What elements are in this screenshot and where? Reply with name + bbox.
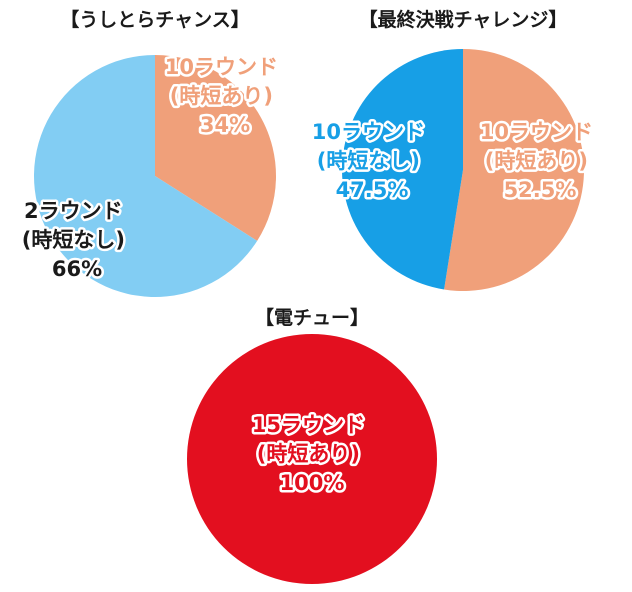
slices-den-chu xyxy=(187,334,437,584)
slice-label-ushitora-2r: 2ラウンド (時短なし) 66% xyxy=(22,199,133,281)
slice-label-line1: 15ラウンド xyxy=(252,413,365,437)
slices-saishu-kessen xyxy=(342,49,585,292)
slice-label-line2: (時短あり) xyxy=(485,149,588,173)
slice-label-percent: 47.5% xyxy=(336,178,409,202)
chart-ushitora: 【うしとらチャンス】 10ラウンド (時短あり) 34% 2ラウンド (時短なし… xyxy=(19,8,286,298)
slice-label-saishu-jitan-ari: 10ラウンド (時短あり) 52.5% xyxy=(480,120,601,202)
slice-label-ushitora-10r: 10ラウンド (時短あり) 34% xyxy=(165,55,286,137)
slice-label-percent: 100% xyxy=(280,471,345,495)
slice-label-percent: 34% xyxy=(200,113,250,137)
chart-den-chu: 【電チュー】 15ラウンド (時短あり) 100% xyxy=(187,306,437,584)
chart-title-ushitora: 【うしとらチャンス】 xyxy=(60,8,249,31)
slice-label-line1: 10ラウンド xyxy=(165,55,278,79)
pie-slice-ushitora-1 xyxy=(33,55,258,298)
slice-label-percent: 52.5% xyxy=(504,178,577,202)
pie-slice-saishu-kessen-1 xyxy=(342,49,463,290)
slice-label-saishu-jitan-nashi: 10ラウンド (時短なし) 47.5% xyxy=(312,120,433,202)
pie-slice-ushitora-0 xyxy=(155,55,276,241)
slice-label-line2: (時短なし) xyxy=(22,228,125,252)
slice-label-percent: 66% xyxy=(52,257,102,281)
chart-saishu-kessen: 【最終決戦チャレンジ】 10ラウンド (時短あり) 52.5% 10ラウンド (… xyxy=(309,8,601,292)
slice-label-line1: 2ラウンド xyxy=(24,199,123,223)
slice-label-line2: (時短あり) xyxy=(170,84,273,108)
slices-ushitora xyxy=(33,55,276,298)
slice-label-den-chu-15r: 15ラウンド (時短あり) 100% xyxy=(252,413,373,495)
chart-title-den-chu: 【電チュー】 xyxy=(255,306,369,329)
pie-slice-den-chu-0 xyxy=(187,334,437,584)
slice-label-line2: (時短あり) xyxy=(257,442,360,466)
slice-label-line2: (時短なし) xyxy=(317,149,420,173)
slice-label-line1: 10ラウンド xyxy=(480,120,593,144)
chart-title-saishu-kessen: 【最終決戦チャレンジ】 xyxy=(359,8,568,31)
slice-label-line1: 10ラウンド xyxy=(312,120,425,144)
pie-slice-saishu-kessen-0 xyxy=(444,49,585,292)
